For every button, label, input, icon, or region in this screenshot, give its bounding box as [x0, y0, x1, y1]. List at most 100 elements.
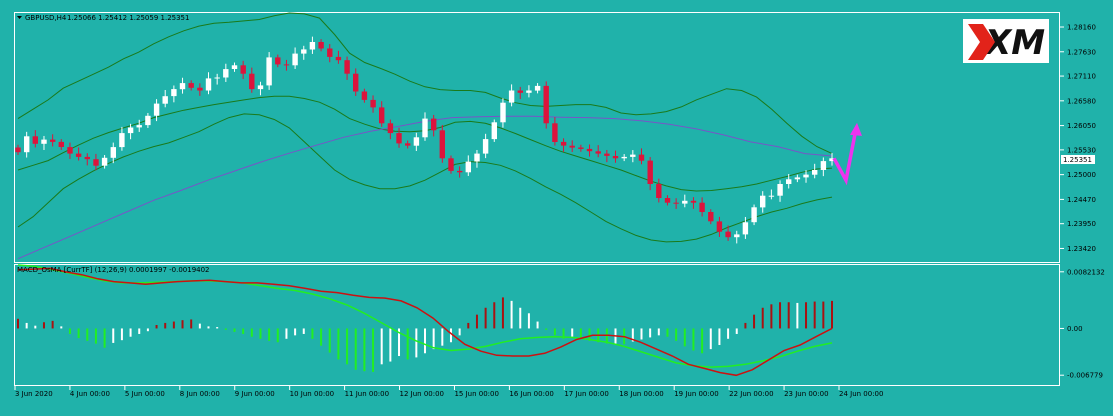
- macd-tick-label: -0.006779: [1067, 372, 1103, 380]
- time-tick-label: 8 Jun 00:00: [180, 390, 220, 398]
- candle-body: [569, 145, 575, 148]
- candle-body: [526, 90, 532, 93]
- price-tick-label: 1.25000: [1067, 171, 1096, 179]
- time-tick-label: 19 Jun 00:00: [674, 390, 718, 398]
- candle-body: [439, 130, 445, 159]
- candle-body: [621, 156, 627, 159]
- candle-body: [664, 198, 671, 203]
- time-tick-label: 9 Jun 00:00: [235, 390, 275, 398]
- candle-body: [24, 136, 30, 153]
- xm-logo: XM: [963, 19, 1049, 63]
- candle-body: [50, 139, 56, 142]
- candle-body: [327, 48, 333, 57]
- time-tick-label: 24 Jun 00:00: [839, 390, 883, 398]
- macd-panel-frame: [14, 264, 1060, 386]
- candle-body: [257, 85, 264, 90]
- macd-tick-label: 0.0082132: [1067, 268, 1105, 276]
- candle-body: [734, 234, 740, 238]
- price-panel-frame: [14, 12, 1060, 263]
- candle-body: [543, 85, 549, 124]
- candle-body: [75, 153, 82, 157]
- candle-body: [517, 90, 523, 93]
- candle-body: [699, 202, 705, 212]
- symbol-dropdown-icon[interactable]: [17, 16, 22, 19]
- price-axis: 1.28160 1.27630 1.27110 1.26580 1.26050 1.255…: [1060, 24, 1096, 253]
- candle-body: [335, 56, 342, 61]
- current-price-label: 1.25351: [1063, 156, 1092, 164]
- candle-body: [742, 222, 749, 235]
- candle-body: [179, 83, 186, 90]
- candle-body: [586, 148, 593, 152]
- candle-body: [318, 42, 324, 49]
- candle-body: [482, 139, 489, 154]
- candle-body: [231, 65, 238, 69]
- forecast-arrow-head: [850, 122, 862, 136]
- candle-body: [777, 184, 783, 196]
- candle-body: [93, 159, 99, 166]
- macd-title: MACD_OsMA [CurrTF] (12,26,9) 0.0001997 -…: [17, 266, 210, 274]
- candle-body: [379, 107, 385, 124]
- candle-body: [422, 118, 428, 138]
- candle-body: [604, 153, 610, 156]
- candle-body: [690, 200, 697, 203]
- candle-body: [214, 77, 220, 79]
- candle-body: [292, 53, 298, 66]
- macd-series: [17, 264, 833, 377]
- candle-body: [101, 157, 108, 166]
- time-axis: 3 Jun 2020 4 Jun 00:00 5 Jun 00:00 8 Jun 00…: [14, 386, 883, 398]
- price-tick-label: 1.25530: [1067, 146, 1096, 154]
- candle-body: [812, 170, 818, 175]
- candle-body: [145, 115, 151, 126]
- price-tick-label: 1.26580: [1067, 97, 1096, 105]
- candle-body: [127, 127, 134, 134]
- forecast-arrow-line: [832, 128, 858, 186]
- candle-body: [405, 143, 411, 146]
- time-tick-label: 23 Jun 00:00: [784, 390, 828, 398]
- bollinger-lower-line: [17, 113, 833, 243]
- candle-body: [188, 83, 194, 88]
- candle-body: [41, 139, 47, 144]
- price-tick-label: 1.27110: [1067, 73, 1096, 81]
- candle-body: [67, 147, 73, 154]
- candle-body: [508, 90, 515, 103]
- candlesticks: [15, 36, 862, 244]
- candle-body: [708, 212, 714, 222]
- price-tick-label: 1.26050: [1067, 122, 1096, 130]
- candle-body: [162, 96, 168, 104]
- candle-body: [491, 122, 497, 140]
- candle-body: [751, 207, 757, 223]
- candle-body: [32, 136, 38, 144]
- candle-body: [725, 231, 731, 238]
- candle-body: [803, 174, 809, 178]
- candle-body: [353, 73, 359, 92]
- candle-body: [431, 118, 437, 131]
- macd-main-line: [17, 267, 833, 377]
- candle-body: [786, 179, 792, 184]
- xm-logo-red-mark: [968, 24, 995, 60]
- candle-body: [768, 195, 775, 197]
- bollinger-upper-line: [17, 12, 833, 155]
- candle-body: [560, 141, 567, 146]
- candle-body: [552, 123, 558, 142]
- candle-body: [534, 85, 541, 91]
- symbol-label: GBPUSD,H4: [25, 14, 67, 22]
- time-tick-label: 11 Jun 00:00: [345, 390, 389, 398]
- price-tick-label: 1.23950: [1067, 220, 1096, 228]
- candle-body: [266, 57, 272, 86]
- bollinger-middle-line: [17, 95, 833, 192]
- candle-body: [682, 200, 688, 204]
- candle-body: [283, 64, 290, 66]
- candle-body: [84, 156, 90, 160]
- time-tick-label: 4 Jun 00:00: [70, 390, 110, 398]
- candle-body: [673, 202, 679, 204]
- price-tick-label: 1.23420: [1067, 245, 1096, 253]
- macd-tick-label: 0.00: [1067, 325, 1083, 333]
- candle-body: [361, 91, 368, 100]
- price-tick-label: 1.24470: [1067, 196, 1096, 204]
- candle-body: [387, 123, 394, 134]
- candle-body: [396, 133, 402, 144]
- candle-body: [595, 151, 601, 154]
- candle-body: [647, 160, 653, 184]
